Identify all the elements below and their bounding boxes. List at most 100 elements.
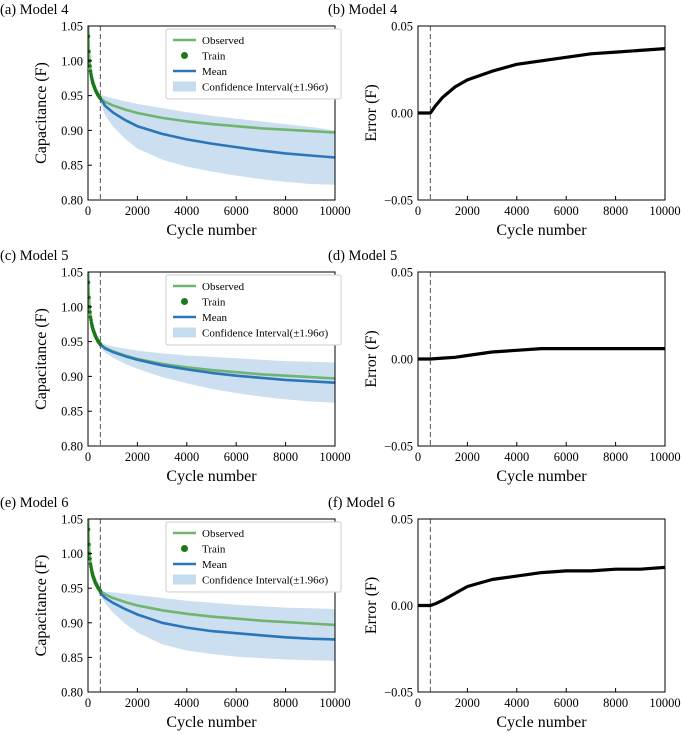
x-tick-label: 10000 (649, 450, 680, 464)
plot-area (88, 26, 335, 185)
legend-swatch-dot (181, 545, 188, 552)
train-point (88, 280, 91, 285)
x-tick-label: 0 (415, 696, 421, 710)
panel-5: 0 2000 4000 6000 8000 10000 0.80 0.85 0.90 0.95 1.… (0, 495, 351, 731)
legend-entry: Mean (202, 559, 228, 571)
x-axis-label: Cycle number (166, 468, 257, 485)
y-tick-label: 1.05 (61, 266, 83, 280)
x-axis-label: Cycle number (166, 222, 257, 239)
panel-6: 0 2000 4000 6000 8000 10000 −0.05 0.00 0.05 Cycle… (328, 495, 681, 731)
panel-label: (d) Model 5 (328, 248, 397, 264)
legend-entry: Mean (202, 312, 228, 324)
x-axis-label: Cycle number (496, 714, 587, 731)
panel-4: 0 2000 4000 6000 8000 10000 −0.05 0.00 0.05 Cycle… (328, 248, 681, 485)
x-tick-label: 10000 (319, 204, 350, 218)
legend-entry: Train (202, 297, 226, 309)
plot-area (88, 519, 335, 661)
legend-swatch-dot (181, 298, 188, 305)
plot-area (418, 565, 665, 608)
legend-entry: Confidence Interval(±1.96σ) (202, 82, 329, 94)
panel-label: (a) Model 4 (0, 2, 69, 18)
confidence-band (100, 341, 335, 403)
train-point (88, 64, 92, 68)
x-tick-label: 4000 (174, 204, 199, 218)
y-tick-label: 0.80 (61, 686, 83, 700)
x-tick-label: 2000 (455, 696, 480, 710)
y-tick-label: 0.85 (61, 405, 83, 419)
legend-entry: Observed (202, 528, 245, 540)
y-tick-label: −0.05 (384, 194, 413, 208)
legend-box (165, 274, 342, 346)
mean-line (99, 97, 335, 159)
train-point (88, 542, 91, 547)
x-tick-label: 8000 (603, 204, 628, 218)
train-point (88, 69, 93, 73)
y-axis-label: Capacitance (F) (33, 308, 50, 410)
x-tick-label: 0 (415, 204, 421, 218)
legend: Observed Train Mean Confidence Interval(±1.… (165, 28, 342, 100)
x-tick-label: 0 (85, 696, 91, 710)
train-point (88, 34, 91, 39)
train-points (88, 34, 103, 101)
y-tick-label: 0.00 (391, 353, 413, 367)
legend-entry: Confidence Interval(±1.96σ) (202, 575, 329, 587)
x-tick-label: 10000 (319, 450, 350, 464)
x-tick-label: 8000 (273, 204, 298, 218)
plot-area (418, 347, 665, 361)
x-tick-label: 2000 (125, 696, 150, 710)
panel-1: 0 2000 4000 6000 8000 10000 0.80 0.85 0.90 0.95 1.… (0, 2, 351, 239)
legend-entry: Train (202, 51, 226, 63)
x-tick-label: 4000 (174, 450, 199, 464)
y-tick-label: 0.95 (61, 582, 83, 596)
error-line (418, 565, 665, 608)
train-point (88, 49, 91, 54)
error-line (418, 347, 665, 361)
y-tick-label: 0.80 (61, 194, 83, 208)
x-axis-label: Cycle number (166, 714, 257, 731)
legend-box (165, 28, 342, 100)
y-tick-label: 0.80 (61, 440, 83, 454)
y-tick-label: 0.95 (61, 89, 83, 103)
x-tick-label: 4000 (174, 696, 199, 710)
y-tick-label: 0.05 (391, 266, 413, 280)
legend-entry: Train (202, 544, 226, 556)
legend-swatch-band (173, 574, 196, 585)
y-tick-label: 1.05 (61, 20, 83, 34)
y-tick-label: 1.00 (61, 547, 83, 561)
train-point (88, 310, 92, 314)
axes-frame (417, 518, 666, 693)
y-tick-label: 0.85 (61, 159, 83, 173)
legend-box (165, 521, 342, 593)
train-point (88, 295, 91, 300)
axes-frame (87, 518, 336, 693)
train-point (89, 318, 93, 322)
y-axis-label: Error (F) (363, 577, 380, 634)
x-tick-label: 4000 (504, 204, 529, 218)
train-points (88, 527, 103, 593)
error-line (418, 46, 665, 115)
x-tick-label: 8000 (603, 696, 628, 710)
y-axis-label: Capacitance (F) (33, 62, 50, 164)
legend-entry: Observed (202, 281, 245, 293)
y-tick-label: 1.00 (61, 54, 83, 68)
legend-entry: Confidence Interval(±1.96σ) (202, 328, 329, 340)
x-axis-label: Cycle number (496, 222, 587, 239)
x-tick-label: 2000 (125, 204, 150, 218)
x-tick-label: 2000 (125, 450, 150, 464)
legend-swatch-dot (181, 52, 188, 59)
y-tick-label: 0.90 (61, 616, 83, 630)
y-tick-label: 0.00 (391, 107, 413, 121)
y-axis-label: Error (F) (363, 84, 380, 141)
x-tick-label: 6000 (554, 204, 579, 218)
x-tick-label: 6000 (554, 696, 579, 710)
y-axis-label: Error (F) (363, 330, 380, 387)
x-tick-label: 0 (85, 204, 91, 218)
x-tick-label: 6000 (224, 450, 249, 464)
train-point (88, 557, 92, 561)
y-tick-label: 1.05 (61, 513, 83, 527)
x-tick-label: 8000 (603, 450, 628, 464)
y-tick-label: −0.05 (384, 686, 413, 700)
train-point (88, 562, 93, 566)
y-tick-label: 1.00 (61, 300, 83, 314)
